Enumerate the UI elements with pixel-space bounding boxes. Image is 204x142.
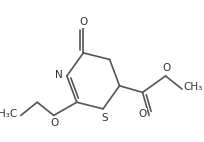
- Text: O: O: [79, 17, 88, 27]
- Text: O: O: [139, 109, 147, 119]
- Text: H₃C: H₃C: [0, 109, 18, 119]
- Text: O: O: [50, 118, 59, 128]
- Text: O: O: [163, 63, 171, 73]
- Text: S: S: [102, 113, 108, 123]
- Text: N: N: [55, 70, 63, 80]
- Text: CH₃: CH₃: [184, 82, 203, 92]
